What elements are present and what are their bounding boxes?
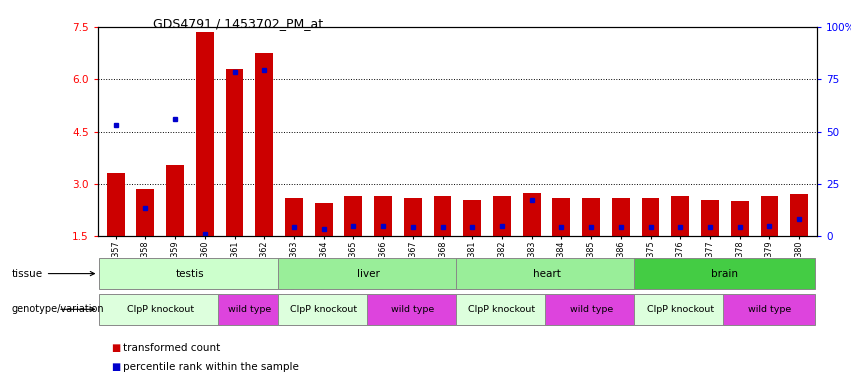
Bar <box>226 69 243 236</box>
Text: brain: brain <box>711 268 739 279</box>
Bar <box>731 201 749 236</box>
Bar <box>255 53 273 236</box>
Bar <box>218 294 281 325</box>
Bar <box>345 196 363 236</box>
Bar <box>634 258 815 289</box>
Bar <box>277 294 369 325</box>
Text: percentile rank within the sample: percentile rank within the sample <box>123 362 300 372</box>
Bar <box>791 194 808 236</box>
Text: GDS4791 / 1453702_PM_at: GDS4791 / 1453702_PM_at <box>153 17 323 30</box>
Bar <box>456 294 548 325</box>
Text: heart: heart <box>533 268 561 279</box>
Text: ClpP knockout: ClpP knockout <box>647 305 714 314</box>
Bar <box>315 203 333 236</box>
Bar <box>552 198 570 236</box>
Bar <box>634 294 727 325</box>
Bar <box>723 294 815 325</box>
Bar <box>374 196 392 236</box>
Bar <box>493 196 511 236</box>
Bar <box>285 198 303 236</box>
Text: wild type: wild type <box>228 305 271 314</box>
Bar <box>671 196 689 236</box>
Text: genotype/variation: genotype/variation <box>12 304 105 314</box>
Text: wild type: wild type <box>569 305 613 314</box>
Bar <box>761 196 779 236</box>
Bar <box>106 174 124 236</box>
Bar <box>277 258 459 289</box>
Text: ClpP knockout: ClpP knockout <box>290 305 357 314</box>
Text: tissue: tissue <box>12 268 94 279</box>
Bar <box>582 198 600 236</box>
Bar <box>100 258 281 289</box>
Bar <box>463 200 481 236</box>
Text: ■: ■ <box>111 362 120 372</box>
Text: ■: ■ <box>111 343 120 353</box>
Bar <box>642 198 660 236</box>
Bar <box>404 198 422 236</box>
Text: liver: liver <box>357 268 380 279</box>
Text: wild type: wild type <box>748 305 791 314</box>
Bar <box>612 198 630 236</box>
Bar <box>136 189 154 236</box>
Text: ClpP knockout: ClpP knockout <box>127 305 194 314</box>
Bar <box>523 192 540 236</box>
Text: testis: testis <box>175 268 204 279</box>
Bar <box>100 294 221 325</box>
Bar <box>196 32 214 236</box>
Text: wild type: wild type <box>391 305 435 314</box>
Bar <box>367 294 459 325</box>
Text: ClpP knockout: ClpP knockout <box>468 305 535 314</box>
Bar <box>456 258 637 289</box>
Bar <box>166 165 184 236</box>
Bar <box>434 196 452 236</box>
Text: transformed count: transformed count <box>123 343 220 353</box>
Bar <box>545 294 637 325</box>
Bar <box>701 200 719 236</box>
